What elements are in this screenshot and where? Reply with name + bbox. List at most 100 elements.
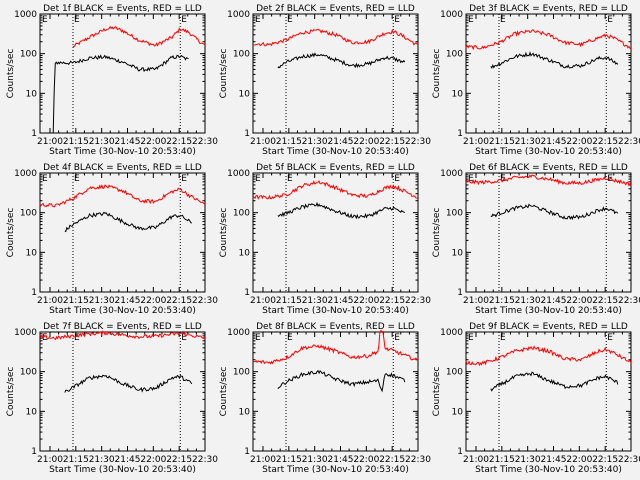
x-tick-label: 21:30 bbox=[302, 455, 328, 465]
y-tick-label: 100 bbox=[20, 209, 37, 219]
x-axis-label: Start Time (30-Nov-10 20:53:40) bbox=[475, 465, 622, 475]
flag-marker-e: E bbox=[255, 15, 261, 25]
plot-frame bbox=[465, 331, 632, 452]
flag-marker-e: E bbox=[42, 15, 48, 25]
y-tick-label: 1 bbox=[244, 447, 250, 457]
x-tick-label: 21:15 bbox=[276, 137, 302, 147]
plot-frame bbox=[39, 13, 206, 134]
y-tick-label: 1000 bbox=[227, 328, 250, 338]
flag-marker-e: E bbox=[607, 15, 613, 25]
y-tick-label: 10 bbox=[26, 407, 38, 417]
lld-series-line bbox=[252, 180, 419, 200]
x-tick-label: 21:15 bbox=[489, 455, 515, 465]
x-tick-label: 21:00 bbox=[463, 296, 489, 306]
flag-marker-e: E bbox=[468, 333, 474, 343]
x-tick-label: 22:00 bbox=[140, 137, 166, 147]
x-tick-label: 22:00 bbox=[353, 296, 379, 306]
x-tick-label: 22:30 bbox=[192, 455, 218, 465]
panel-title: Det 1f BLACK = Events, RED = LLD bbox=[43, 4, 202, 14]
flag-marker-e: E bbox=[74, 15, 80, 25]
y-tick-label: 1 bbox=[31, 129, 37, 139]
flag-marker-e: E bbox=[74, 333, 80, 343]
y-tick-label: 10 bbox=[452, 407, 464, 417]
plot-frame bbox=[252, 13, 419, 134]
x-tick-label: 21:45 bbox=[541, 137, 567, 147]
x-tick-label: 22:00 bbox=[140, 296, 166, 306]
lld-series-line bbox=[252, 329, 419, 365]
x-tick-label: 22:15 bbox=[379, 296, 405, 306]
x-tick-label: 21:30 bbox=[302, 296, 328, 306]
y-tick-label: 100 bbox=[446, 368, 463, 378]
lld-series-line bbox=[465, 174, 632, 187]
plot-frame bbox=[465, 172, 632, 293]
x-tick-label: 21:30 bbox=[302, 137, 328, 147]
plot-frame bbox=[252, 172, 419, 293]
y-tick-label: 1000 bbox=[14, 328, 37, 338]
plot-frame bbox=[252, 331, 419, 452]
panel-det-2: Det 2f BLACK = Events, RED = LLD 1000 100 1… bbox=[219, 4, 431, 157]
flag-marker-e: E bbox=[394, 333, 400, 343]
lld-series-line bbox=[72, 25, 206, 48]
x-tick-label: 21:15 bbox=[276, 296, 302, 306]
y-tick-label: 1 bbox=[31, 288, 37, 298]
y-axis-label: Counts/sec bbox=[219, 367, 229, 417]
flag-marker-e: E bbox=[42, 174, 48, 184]
panel-det-4: Det 4f BLACK = Events, RED = LLD 1000 100 1… bbox=[6, 163, 218, 316]
panel-det-9: Det 9f BLACK = Events, RED = LLD 1000 100 1… bbox=[432, 322, 640, 475]
x-tick-label: 21:15 bbox=[63, 137, 89, 147]
y-tick-label: 10 bbox=[452, 248, 464, 258]
x-axis-label: Start Time (30-Nov-10 20:53:40) bbox=[262, 306, 409, 316]
y-tick-label: 1000 bbox=[14, 10, 37, 20]
y-tick-label: 100 bbox=[233, 368, 250, 378]
lld-series-line bbox=[252, 28, 419, 47]
flag-marker-e: E bbox=[500, 15, 506, 25]
x-tick-label: 21:45 bbox=[328, 296, 354, 306]
x-tick-label: 21:30 bbox=[515, 137, 541, 147]
events-series-line bbox=[490, 371, 619, 392]
x-tick-label: 22:15 bbox=[166, 296, 192, 306]
x-tick-label: 22:30 bbox=[405, 296, 431, 306]
events-series-line bbox=[64, 374, 193, 393]
y-axis-label: Counts/sec bbox=[432, 367, 442, 417]
x-tick-label: 22:00 bbox=[566, 455, 592, 465]
y-axis-label: Counts/sec bbox=[219, 49, 229, 99]
y-axis-label: Counts/sec bbox=[6, 367, 16, 417]
y-tick-label: 1000 bbox=[440, 328, 463, 338]
y-tick-label: 1 bbox=[244, 288, 250, 298]
flag-marker-e: E bbox=[181, 174, 187, 184]
y-tick-label: 100 bbox=[446, 50, 463, 60]
y-tick-label: 10 bbox=[26, 89, 38, 99]
y-tick-label: 10 bbox=[239, 248, 251, 258]
y-tick-label: 1000 bbox=[440, 10, 463, 20]
lld-series-line bbox=[465, 345, 632, 367]
x-axis-label: Start Time (30-Nov-10 20:53:40) bbox=[49, 465, 196, 475]
y-axis-label: Counts/sec bbox=[219, 208, 229, 258]
lld-series-line bbox=[465, 29, 632, 51]
y-tick-label: 1000 bbox=[440, 169, 463, 179]
x-tick-label: 22:15 bbox=[379, 455, 405, 465]
y-tick-label: 100 bbox=[20, 50, 37, 60]
x-axis-label: Start Time (30-Nov-10 20:53:40) bbox=[49, 306, 196, 316]
flag-marker-e: E bbox=[468, 15, 474, 25]
x-tick-label: 22:15 bbox=[166, 137, 192, 147]
flag-marker-e: E bbox=[287, 15, 293, 25]
x-tick-label: 22:00 bbox=[566, 296, 592, 306]
x-axis-label: Start Time (30-Nov-10 20:53:40) bbox=[49, 147, 196, 157]
flag-marker-e: E bbox=[468, 174, 474, 184]
panel-det-6: Det 6f BLACK = Events, RED = LLD 1000 100 1… bbox=[432, 163, 640, 316]
y-tick-label: 1 bbox=[457, 288, 463, 298]
x-tick-label: 21:45 bbox=[541, 455, 567, 465]
x-tick-label: 21:45 bbox=[328, 137, 354, 147]
y-axis-label: Counts/sec bbox=[6, 49, 16, 99]
panel-det-8: Det 8f BLACK = Events, RED = LLD 1000 100 1… bbox=[219, 322, 431, 475]
x-tick-label: 21:15 bbox=[63, 455, 89, 465]
panel-title: Det 8f BLACK = Events, RED = LLD bbox=[256, 322, 415, 332]
x-tick-label: 21:30 bbox=[89, 137, 115, 147]
x-tick-label: 22:30 bbox=[618, 137, 640, 147]
x-tick-label: 21:00 bbox=[463, 455, 489, 465]
x-axis-label: Start Time (30-Nov-10 20:53:40) bbox=[262, 465, 409, 475]
x-tick-label: 21:15 bbox=[489, 296, 515, 306]
plot-frame bbox=[465, 13, 632, 134]
x-tick-label: 22:15 bbox=[592, 455, 618, 465]
x-tick-label: 21:00 bbox=[250, 137, 276, 147]
